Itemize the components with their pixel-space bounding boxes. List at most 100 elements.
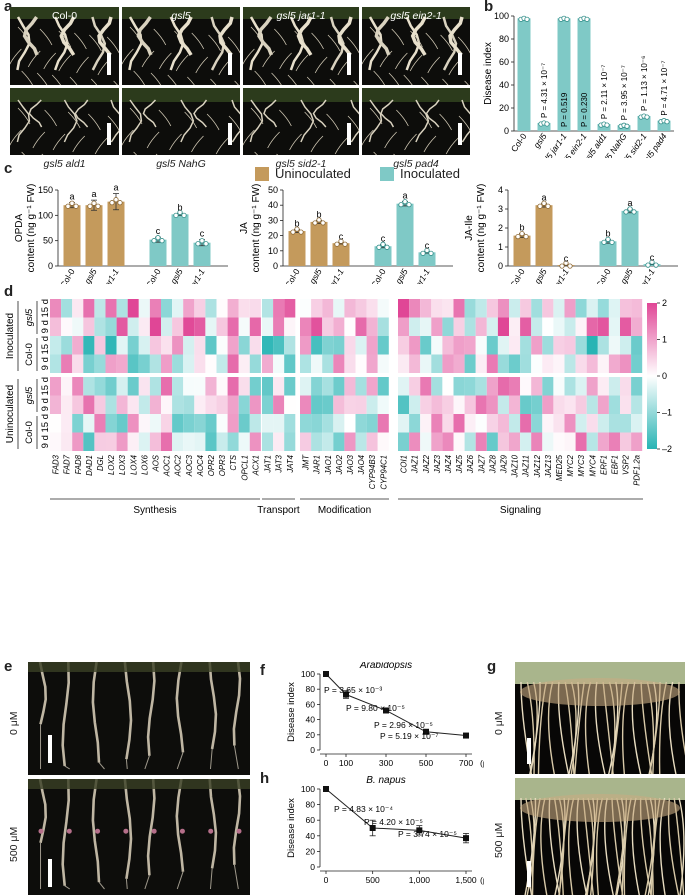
heatmap-cell bbox=[586, 299, 598, 318]
lateral-root bbox=[106, 36, 119, 54]
heatmap-cell bbox=[311, 414, 323, 433]
hypocotyl bbox=[91, 662, 101, 763]
scale-tick-label: 2 bbox=[662, 298, 667, 308]
heatmap-cell bbox=[442, 354, 454, 373]
heatmap-cell bbox=[116, 395, 128, 414]
gene-label: JAO2 bbox=[335, 454, 344, 475]
heatmap-cell bbox=[284, 377, 296, 396]
lateral-root bbox=[310, 135, 324, 153]
root-strand bbox=[410, 16, 427, 56]
significance-letter: b bbox=[519, 223, 524, 233]
gene-label: LOX4 bbox=[129, 454, 138, 475]
gene-label: MED25 bbox=[555, 454, 564, 481]
heatmap-cell bbox=[475, 336, 487, 355]
y-tick-label: 60 bbox=[306, 815, 316, 825]
heatmap-cell bbox=[138, 317, 150, 336]
significance-letter: b bbox=[605, 228, 610, 238]
data-point bbox=[645, 262, 651, 268]
heatmap-cell bbox=[50, 299, 62, 318]
gene-label: CYP94B3 bbox=[368, 454, 377, 489]
heatmap-cell bbox=[542, 317, 554, 336]
heatmap-cell bbox=[431, 299, 443, 318]
panel-label-a: a bbox=[4, 0, 13, 15]
bar bbox=[332, 243, 350, 266]
root-strand bbox=[136, 15, 153, 56]
gene-label: JAZ10 bbox=[511, 454, 520, 478]
heatmap-cell bbox=[284, 354, 296, 373]
gene-label: JAZ5 bbox=[455, 454, 464, 474]
lateral-root bbox=[146, 131, 160, 149]
heatmap-cell bbox=[83, 317, 95, 336]
gene-label: JAZ13 bbox=[544, 454, 553, 478]
bar bbox=[537, 122, 551, 131]
legend-uninoculated-label: Uninoculated bbox=[275, 166, 351, 181]
heatmap-cell bbox=[284, 317, 296, 336]
heatmap-cell bbox=[597, 377, 609, 396]
data-point bbox=[334, 241, 340, 247]
bar bbox=[63, 205, 81, 266]
lateral-root bbox=[279, 52, 292, 70]
root-image bbox=[243, 7, 359, 85]
root-photo bbox=[362, 88, 470, 155]
p-value: P = 2.11 × 10⁻⁷ bbox=[600, 65, 609, 120]
y-axis-label: JA bbox=[239, 222, 250, 234]
heatmap-cell bbox=[161, 414, 173, 433]
row-label: 9 d bbox=[40, 398, 51, 411]
heatmap-cell bbox=[105, 336, 117, 355]
heatmap-cell bbox=[486, 317, 498, 336]
lateral-root bbox=[39, 28, 53, 46]
x-tick-label: gsl5 bbox=[532, 267, 549, 284]
lateral-root bbox=[276, 153, 279, 155]
heatmap-cell bbox=[366, 299, 378, 318]
heatmap-cell bbox=[553, 354, 565, 373]
lateral-root bbox=[227, 36, 240, 54]
heatmap-cell bbox=[205, 432, 217, 451]
root-strand bbox=[218, 16, 234, 57]
lateral-root bbox=[423, 135, 437, 153]
heatmap-cell bbox=[273, 317, 285, 336]
heatmap-cell bbox=[475, 395, 487, 414]
heatmap-cell bbox=[262, 432, 274, 451]
heatmap-cell bbox=[520, 432, 532, 451]
bar bbox=[517, 18, 531, 131]
gene-label: CYP94C1 bbox=[379, 455, 388, 490]
gene-label: OPR2 bbox=[207, 454, 216, 476]
lateral-root bbox=[279, 109, 292, 127]
p-value: P = 3.95 × 10⁻⁷ bbox=[620, 65, 629, 120]
root-strand bbox=[176, 16, 193, 56]
hypocotyl bbox=[123, 662, 133, 760]
data-point bbox=[653, 262, 659, 268]
root-photo: gsl5 ein2-1 bbox=[362, 7, 470, 85]
gene-label: JAO1 bbox=[324, 455, 333, 476]
data-point bbox=[420, 250, 426, 256]
heatmap-cell bbox=[172, 395, 184, 414]
heatmap-cell bbox=[216, 299, 228, 318]
heatmap-cell bbox=[464, 354, 476, 373]
y-tick-label: 40 bbox=[499, 80, 509, 90]
significance-letter: c bbox=[564, 253, 569, 263]
heatmap-cell bbox=[311, 395, 323, 414]
heatmap-cell bbox=[311, 317, 323, 336]
seedling-image-g-top bbox=[515, 662, 685, 774]
panel-e-photo-500uM bbox=[28, 779, 250, 895]
data-point bbox=[463, 835, 469, 842]
heatmap-cell bbox=[486, 354, 498, 373]
rosette-band bbox=[243, 7, 359, 19]
lateral-root bbox=[44, 109, 57, 127]
heatmap-cell bbox=[597, 432, 609, 451]
data-point bbox=[559, 263, 565, 269]
scale-tick-label: 1 bbox=[662, 335, 667, 345]
heatmap-cell bbox=[262, 395, 274, 414]
y-axis-label: content (ng g⁻¹ FW) bbox=[476, 184, 487, 273]
heatmap-cell bbox=[127, 317, 139, 336]
heatmap-cell bbox=[300, 377, 312, 396]
heatmap-cell bbox=[575, 336, 587, 355]
data-point bbox=[203, 241, 209, 247]
heatmap-cell bbox=[149, 432, 161, 451]
gene-label: JAT3 bbox=[275, 454, 284, 473]
heatmap-cell bbox=[486, 395, 498, 414]
heatmap-cell bbox=[409, 299, 421, 318]
gene-label: JAZ4 bbox=[444, 454, 453, 474]
lateral-root bbox=[141, 50, 155, 68]
heatmap-cell bbox=[377, 354, 389, 373]
